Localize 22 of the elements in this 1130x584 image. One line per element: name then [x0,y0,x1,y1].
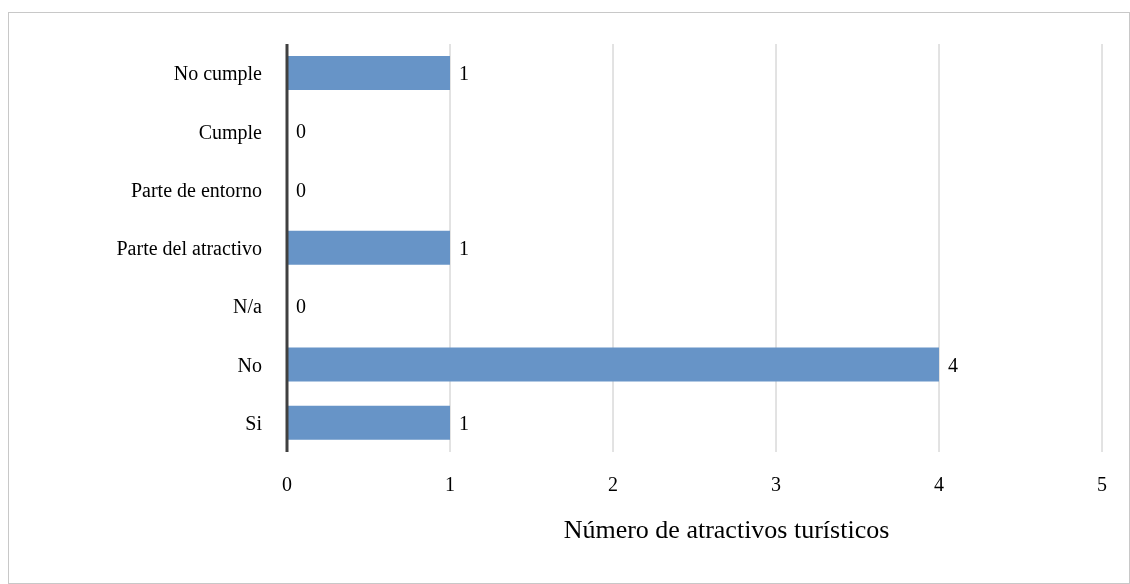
data-label: 0 [296,178,306,201]
data-label: 1 [459,237,469,259]
chart-frame: 1 0 0 1 0 4 1 0 1 2 3 4 5 Número de atractivos turísticos No cumple Cumple Parte de entorno Parte del atractivo N/a No Si [8,12,1130,584]
x-tick-label: 2 [608,473,618,496]
x-tick-label: 3 [771,473,781,496]
data-label: 1 [459,411,469,434]
y-tick-label: Parte del atractivo [116,237,262,260]
data-label: 0 [296,295,306,318]
x-tick-label: 1 [445,473,455,496]
data-label: 4 [948,353,958,376]
x-axis-title: Número de atractivos turísticos [563,515,890,544]
y-tick-label: No [237,353,262,376]
data-label: 0 [296,120,306,143]
data-label: 1 [459,62,469,85]
x-tick-label: 5 [1097,473,1107,496]
y-tick-label: No cumple [173,62,263,86]
x-tick-label: 0 [282,473,292,496]
y-tick-label: N/a [233,295,263,318]
y-tick-label: Si [245,411,263,434]
x-tick-label: 4 [934,473,944,496]
y-tick-label: Parte de entorno [130,178,262,201]
y-tick-label: Cumple [198,120,263,144]
